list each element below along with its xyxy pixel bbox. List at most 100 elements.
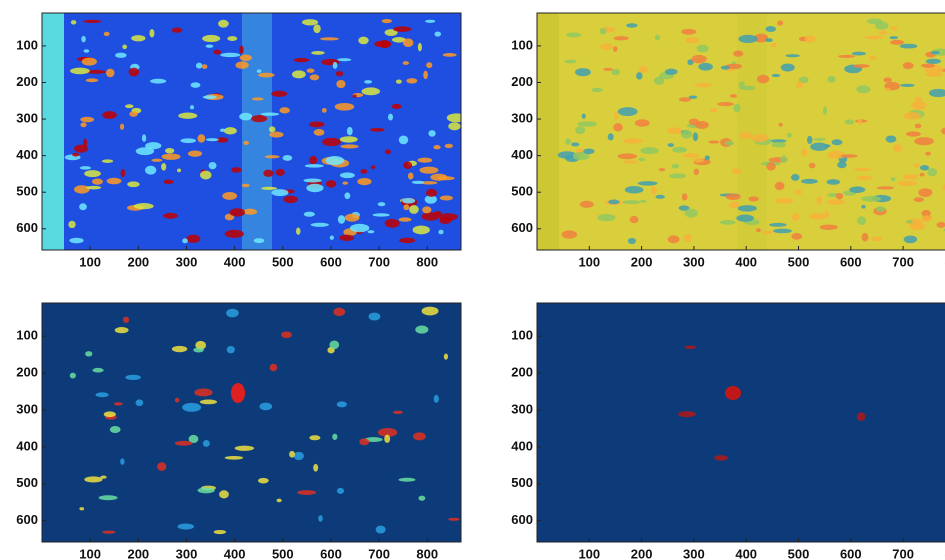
heatmap-spot xyxy=(840,154,858,158)
y-tick-label: 500 xyxy=(511,475,533,490)
y-tick-label: 500 xyxy=(16,475,38,490)
heatmap-spot xyxy=(227,36,238,42)
heatmap-spot xyxy=(318,515,323,522)
heatmap-spot xyxy=(434,31,442,37)
heatmap-spot xyxy=(101,159,114,163)
heatmap-spot xyxy=(103,31,110,37)
heatmap-spot xyxy=(636,72,643,80)
heatmap-spot xyxy=(766,162,776,171)
y-tick-label: 300 xyxy=(511,401,533,416)
heatmap-spot xyxy=(666,127,683,135)
heatmap-spot xyxy=(358,36,369,45)
heatmap-spot xyxy=(337,58,352,62)
heatmap-spot xyxy=(339,172,355,179)
heatmap-spot xyxy=(84,476,103,483)
heatmap-spot xyxy=(757,74,770,84)
y-tick-label: 100 xyxy=(511,37,533,52)
heatmap-spot xyxy=(849,186,866,194)
y-tick-label: 600 xyxy=(16,220,38,235)
heatmap-spot xyxy=(220,52,241,58)
heatmap-spot xyxy=(728,201,740,209)
heatmap-spot xyxy=(613,36,629,41)
heatmap-spot xyxy=(346,126,353,136)
heatmap-spot xyxy=(226,345,235,354)
heatmap-spot xyxy=(195,62,203,69)
heatmap-spot xyxy=(151,158,163,162)
heatmap-spot xyxy=(914,137,934,146)
heatmap-spot xyxy=(691,54,707,64)
heatmap-spot xyxy=(819,224,838,230)
heatmap-spot xyxy=(905,220,914,224)
heatmap-spot xyxy=(219,490,229,499)
heatmap-spot xyxy=(638,65,649,73)
heatmap-spot xyxy=(131,35,146,42)
heatmap-spot xyxy=(425,188,437,197)
heatmap-spot xyxy=(98,495,118,501)
x-tick-label: 200 xyxy=(631,546,653,560)
heatmap-spot xyxy=(387,113,394,121)
heatmap-spot xyxy=(361,87,381,96)
heatmap-spot xyxy=(269,363,278,372)
x-tick-label: 700 xyxy=(368,254,390,269)
heatmap-spot xyxy=(856,85,871,94)
heatmap-spot xyxy=(738,81,745,90)
heatmap-streak xyxy=(42,13,64,250)
heatmap-spot xyxy=(216,137,229,143)
heatmap-panel xyxy=(42,13,461,250)
heatmap-spot xyxy=(337,215,346,224)
heatmap-spot xyxy=(930,51,940,55)
heatmap-spot xyxy=(765,26,777,32)
heatmap-spot xyxy=(333,307,346,317)
heatmap-spot xyxy=(370,165,376,170)
x-tick-label: 200 xyxy=(127,546,149,560)
heatmap-spot xyxy=(626,23,638,28)
heatmap-spot xyxy=(446,113,461,123)
heatmap-spot xyxy=(870,236,883,242)
heatmap-spot xyxy=(260,112,280,116)
heatmap-spot xyxy=(85,351,93,357)
heatmap-spot xyxy=(406,78,418,84)
heatmap-spot xyxy=(398,135,409,145)
heatmap-spot xyxy=(320,37,339,41)
heatmap-spot xyxy=(188,434,199,444)
heatmap-spot xyxy=(391,37,406,43)
heatmap-spot xyxy=(85,185,102,190)
plot-frame xyxy=(536,302,945,543)
heatmap-spot xyxy=(311,50,325,55)
heatmap-spot xyxy=(352,94,357,98)
heatmap-spot xyxy=(222,191,238,200)
heatmap-spot xyxy=(897,180,917,187)
heatmap-spot xyxy=(392,410,403,415)
heatmap-spot xyxy=(748,196,759,202)
heatmap-spot xyxy=(344,213,360,222)
heatmap-spot xyxy=(119,123,125,130)
heatmap-spot xyxy=(106,68,115,78)
heatmap-spot xyxy=(900,83,915,87)
heatmap-spot xyxy=(796,80,804,90)
heatmap-spot xyxy=(824,144,831,148)
heatmap-spot xyxy=(403,204,410,211)
heatmap-spot xyxy=(681,28,697,35)
heatmap-spot xyxy=(729,94,738,98)
heatmap-spot xyxy=(824,210,830,219)
heatmap-spot xyxy=(83,138,88,148)
y-tick-label: 600 xyxy=(16,512,38,527)
heatmap-spot xyxy=(640,147,659,155)
heatmap-spot xyxy=(774,197,794,204)
heatmap-spot xyxy=(202,34,221,43)
heatmap-spot xyxy=(611,68,621,76)
heatmap-spot xyxy=(808,162,816,169)
heatmap-spot xyxy=(838,54,856,58)
heatmap-spot xyxy=(667,143,675,148)
heatmap-spot xyxy=(419,166,439,174)
heatmap-spot xyxy=(80,122,87,128)
heatmap-spot xyxy=(197,134,206,143)
heatmap-spot xyxy=(765,38,773,42)
heatmap-spot xyxy=(289,450,295,458)
heatmap-spot xyxy=(202,439,210,447)
heatmap-spot xyxy=(624,186,644,194)
heatmap-spot xyxy=(613,123,623,132)
heatmap-spot xyxy=(200,170,212,180)
heatmap-spot xyxy=(826,179,840,185)
